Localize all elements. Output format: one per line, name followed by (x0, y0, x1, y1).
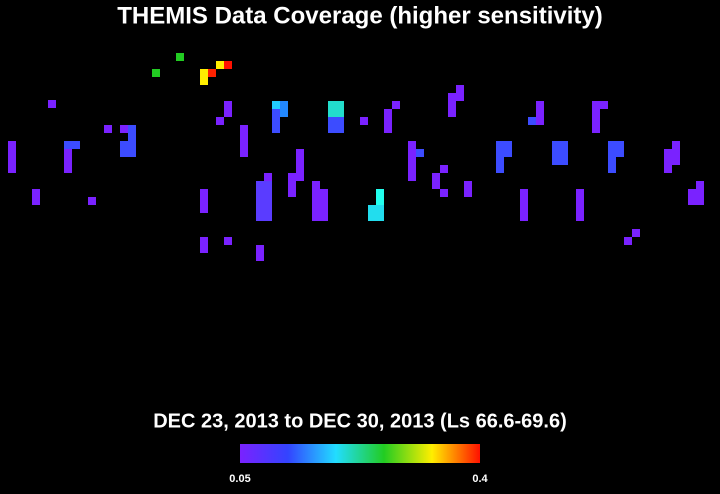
coverage-cell (256, 245, 264, 261)
coverage-cell (536, 101, 544, 125)
coverage-cell (664, 149, 672, 173)
coverage-cell (592, 101, 600, 133)
coverage-cell (216, 117, 224, 125)
coverage-cell (224, 237, 232, 245)
coverage-cell (152, 69, 160, 77)
coverage-cell (224, 61, 232, 69)
coverage-cell (64, 141, 80, 149)
coverage-cell (688, 189, 704, 205)
coverage-cell (552, 141, 568, 165)
coverage-cell (272, 109, 280, 133)
coverage-cell (432, 173, 440, 189)
coverage-cell (288, 173, 296, 197)
coverage-cells (8, 53, 704, 261)
coverage-cell (576, 189, 584, 221)
coverage-cell (624, 237, 632, 245)
coverage-cell (496, 141, 512, 157)
coverage-cell (272, 101, 280, 109)
coverage-cell (312, 181, 320, 221)
coverage-cell (120, 141, 136, 157)
coverage-cell (32, 189, 40, 205)
coverage-cell (104, 125, 112, 133)
coverage-cell (456, 85, 464, 101)
coverage-cell (392, 101, 400, 109)
coverage-cell (224, 101, 232, 117)
coverage-cell (696, 181, 704, 189)
coverage-cell (320, 189, 328, 221)
coverage-cell (464, 181, 472, 197)
coverage-cell (120, 125, 128, 133)
coverage-cell (296, 149, 304, 181)
coverage-cell (208, 69, 216, 77)
coverage-cell (416, 149, 424, 157)
coverage-cell (440, 189, 448, 197)
coverage-cell (520, 189, 528, 221)
coverage-cell (608, 157, 616, 173)
coverage-cell (368, 205, 384, 221)
coverage-cell (200, 237, 208, 253)
coverage-cell (176, 53, 184, 61)
coverage-cell (216, 61, 224, 69)
coverage-cell (408, 141, 416, 181)
coverage-cell (440, 165, 448, 173)
coverage-cell (672, 141, 680, 165)
coverage-cell (608, 141, 624, 157)
coverage-cell (632, 229, 640, 237)
coverage-cell (448, 93, 456, 117)
coverage-cell (200, 189, 208, 213)
coverage-cell (376, 189, 384, 205)
coverage-cell (384, 109, 392, 133)
title: THEMIS Data Coverage (higher sensitivity… (117, 2, 602, 29)
coverage-cell (528, 117, 536, 125)
coverage-cell (496, 157, 504, 173)
colorbar (240, 444, 480, 463)
coverage-cell (328, 101, 344, 117)
coverage-cell (328, 117, 344, 133)
coverage-cell (360, 117, 368, 125)
coverage-cell (48, 100, 56, 108)
colorbar-tick-label: 0.05 (229, 473, 250, 485)
coverage-cell (8, 141, 16, 173)
coverage-cell (240, 125, 248, 157)
coverage-cell (600, 101, 608, 109)
coverage-cell (200, 69, 208, 85)
colorbar-tick-label: 0.4 (472, 473, 488, 485)
subtitle: DEC 23, 2013 to DEC 30, 2013 (Ls 66.6-69… (153, 410, 567, 432)
coverage-cell (88, 197, 96, 205)
coverage-cell (64, 149, 72, 173)
coverage-cell (256, 181, 272, 221)
coverage-cell (128, 125, 136, 141)
colorbar-ticks: 0.05 0.4 (229, 473, 488, 485)
coverage-cell (280, 101, 288, 117)
